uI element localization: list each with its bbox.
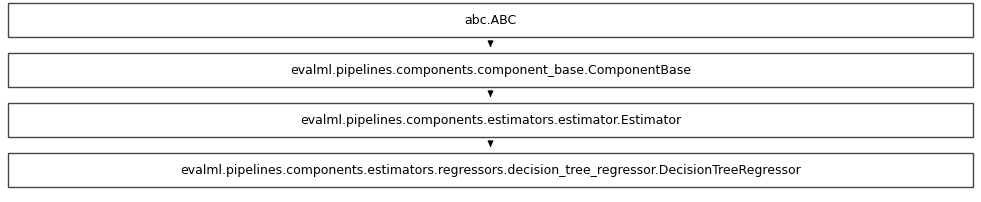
- Text: abc.ABC: abc.ABC: [464, 14, 517, 27]
- Text: evalml.pipelines.components.component_base.ComponentBase: evalml.pipelines.components.component_ba…: [290, 64, 691, 77]
- Bar: [8, 54, 973, 87]
- Text: evalml.pipelines.components.estimators.regressors.decision_tree_regressor.Decisi: evalml.pipelines.components.estimators.r…: [181, 164, 800, 177]
- Bar: [8, 4, 973, 38]
- Bar: [8, 153, 973, 187]
- Text: evalml.pipelines.components.estimators.estimator.Estimator: evalml.pipelines.components.estimators.e…: [300, 114, 681, 127]
- Bar: [8, 103, 973, 137]
